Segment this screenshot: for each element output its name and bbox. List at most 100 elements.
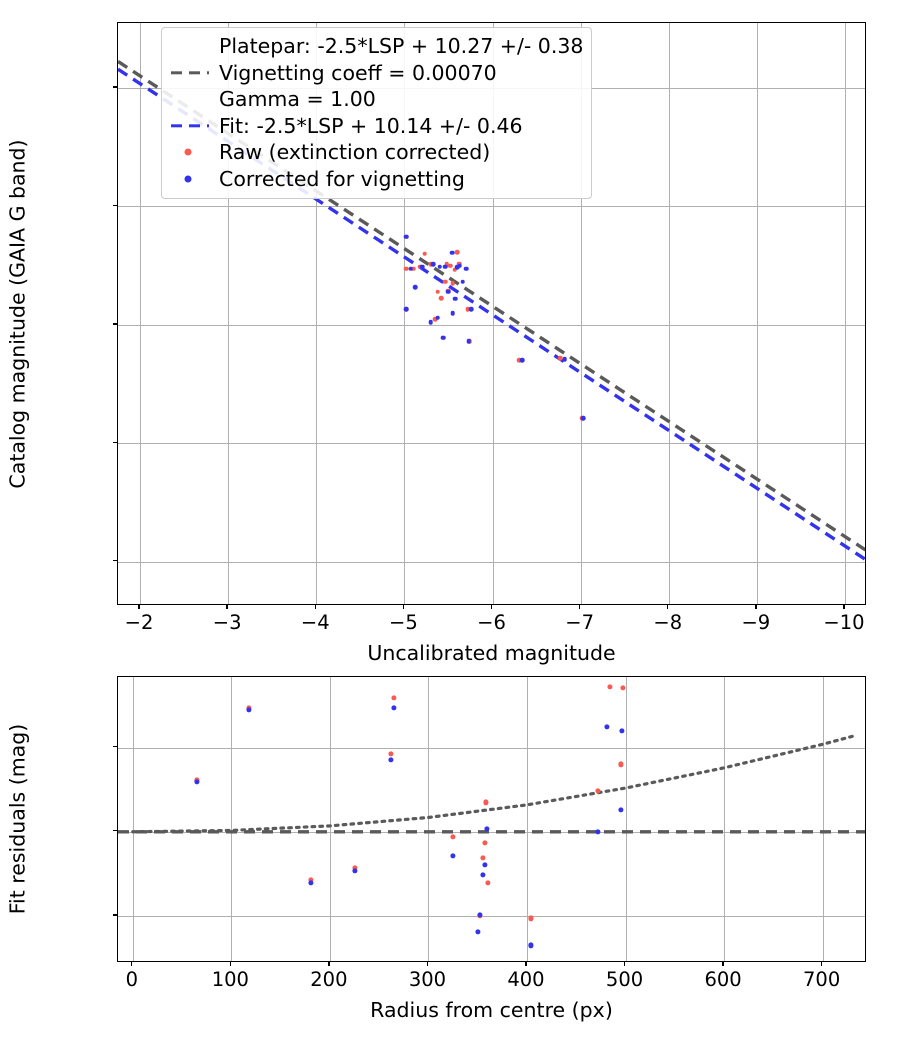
x-tick-label: 600 bbox=[704, 968, 742, 991]
legend-entry[interactable]: Raw (extinction corrected) bbox=[170, 139, 583, 166]
data-point-corrected bbox=[450, 310, 456, 316]
x-tick-label: 400 bbox=[507, 968, 545, 991]
data-point-corrected bbox=[403, 234, 409, 239]
data-point-corrected bbox=[460, 279, 465, 284]
data-point-raw bbox=[607, 684, 613, 690]
gridline-vertical bbox=[132, 677, 134, 961]
data-point-corrected bbox=[562, 356, 568, 362]
red-dot-icon bbox=[184, 148, 192, 156]
x-tick-mark bbox=[138, 605, 140, 609]
x-axis-title-top: Uncalibrated magnitude bbox=[367, 641, 616, 665]
gridline-vertical bbox=[844, 23, 846, 604]
data-point-raw bbox=[403, 266, 409, 271]
x-tick-mark bbox=[820, 962, 823, 966]
data-point-corrected bbox=[469, 307, 474, 312]
data-point-corrected bbox=[618, 807, 624, 813]
gridline-horizontal bbox=[118, 561, 865, 563]
data-point-corrected bbox=[449, 250, 455, 255]
legend-entry[interactable]: Corrected for vignetting bbox=[170, 166, 583, 193]
data-point-raw bbox=[595, 787, 601, 794]
x-axis-title-bottom: Radius from centre (px) bbox=[370, 998, 613, 1022]
data-point-raw bbox=[439, 295, 444, 301]
legend-entry[interactable]: Gamma = 1.00 bbox=[170, 86, 583, 113]
y-tick-mark bbox=[113, 559, 117, 562]
x-tick-mark bbox=[843, 605, 845, 609]
data-point-corrected bbox=[442, 264, 448, 270]
data-point-raw bbox=[391, 695, 397, 701]
data-point-raw bbox=[619, 685, 626, 691]
blue-dashed-line-icon bbox=[171, 124, 209, 128]
gridline-vertical bbox=[668, 23, 670, 604]
gridline-vertical bbox=[625, 677, 627, 961]
data-point-raw bbox=[450, 834, 456, 840]
legend-label: Raw (extinction corrected) bbox=[219, 140, 491, 164]
data-point-corrected bbox=[391, 705, 397, 711]
data-point-raw bbox=[528, 915, 534, 921]
x-tick-label: −5 bbox=[389, 611, 418, 634]
y-tick-mark bbox=[113, 745, 117, 748]
y-tick-mark bbox=[113, 830, 117, 832]
data-point-corrected bbox=[431, 262, 436, 267]
legend-entry[interactable]: Fit: -2.5*LSP + 10.14 +/- 0.46 bbox=[170, 113, 583, 140]
data-point-raw bbox=[410, 266, 416, 271]
x-tick-label: 200 bbox=[310, 968, 348, 991]
data-point-raw bbox=[484, 880, 491, 886]
y-tick-mark bbox=[113, 204, 117, 207]
data-point-corrected bbox=[428, 320, 434, 325]
x-tick-mark bbox=[667, 605, 669, 609]
data-point-corrected bbox=[483, 826, 490, 832]
x-tick-mark bbox=[578, 605, 581, 609]
x-tick-label: 500 bbox=[605, 968, 644, 991]
data-point-corrected bbox=[619, 728, 625, 734]
data-point-corrected bbox=[604, 724, 610, 730]
x-tick-mark bbox=[314, 605, 316, 609]
data-point-corrected bbox=[477, 912, 483, 918]
data-point-corrected bbox=[580, 416, 586, 421]
gridline-vertical bbox=[404, 23, 406, 604]
data-point-raw bbox=[432, 316, 438, 322]
x-tick-label: −4 bbox=[300, 611, 330, 634]
data-point-corrected bbox=[403, 307, 409, 312]
data-point-raw bbox=[444, 262, 449, 267]
gridline-horizontal bbox=[118, 206, 865, 208]
y-axis-title-bottom: Fit residuals (mag) bbox=[5, 723, 30, 915]
y-tick-mark bbox=[113, 441, 117, 443]
gridline-vertical bbox=[724, 677, 726, 961]
legend-entry[interactable]: Vignetting coeff = 0.00070 bbox=[170, 60, 583, 87]
data-point-corrected bbox=[419, 264, 425, 270]
gridline-horizontal bbox=[118, 324, 865, 326]
x-tick-mark bbox=[490, 605, 493, 609]
y-tick-mark bbox=[113, 323, 117, 325]
data-point-corrected bbox=[528, 942, 534, 948]
x-tick-label: −9 bbox=[741, 611, 771, 634]
data-point-raw bbox=[450, 281, 456, 286]
gridline-horizontal bbox=[118, 915, 865, 917]
data-point-corrected bbox=[435, 315, 441, 321]
gridline-vertical bbox=[580, 23, 582, 604]
gridline-vertical bbox=[329, 677, 331, 961]
data-point-corrected bbox=[388, 757, 394, 763]
legend-entry[interactable]: Platepar: -2.5*LSP + 10.27 +/- 0.38 bbox=[170, 33, 583, 60]
x-tick-mark bbox=[426, 962, 429, 966]
y-tick-mark bbox=[113, 914, 117, 916]
data-point-raw bbox=[388, 750, 394, 757]
data-point-raw bbox=[435, 289, 441, 294]
data-point-corrected bbox=[480, 872, 486, 878]
x-tick-label: 700 bbox=[803, 968, 841, 991]
legend-label: Vignetting coeff = 0.00070 bbox=[219, 60, 497, 85]
gridline-horizontal bbox=[118, 831, 865, 833]
legend-marker-raw bbox=[170, 141, 210, 163]
x-tick-label: −7 bbox=[565, 611, 594, 634]
x-tick-mark bbox=[402, 605, 405, 609]
data-point-corrected bbox=[595, 829, 601, 835]
data-point-raw bbox=[452, 267, 457, 273]
plot-area-fit-residuals[interactable] bbox=[117, 676, 866, 962]
data-point-corrected bbox=[454, 265, 460, 270]
data-point-corrected bbox=[475, 929, 481, 935]
legend-box[interactable]: Platepar: -2.5*LSP + 10.27 +/- 0.38 Vigne… bbox=[161, 27, 593, 199]
data-point-raw bbox=[618, 761, 624, 768]
gridline-vertical bbox=[228, 23, 230, 604]
legend-marker-fit bbox=[170, 115, 210, 137]
data-point-raw bbox=[454, 249, 460, 255]
